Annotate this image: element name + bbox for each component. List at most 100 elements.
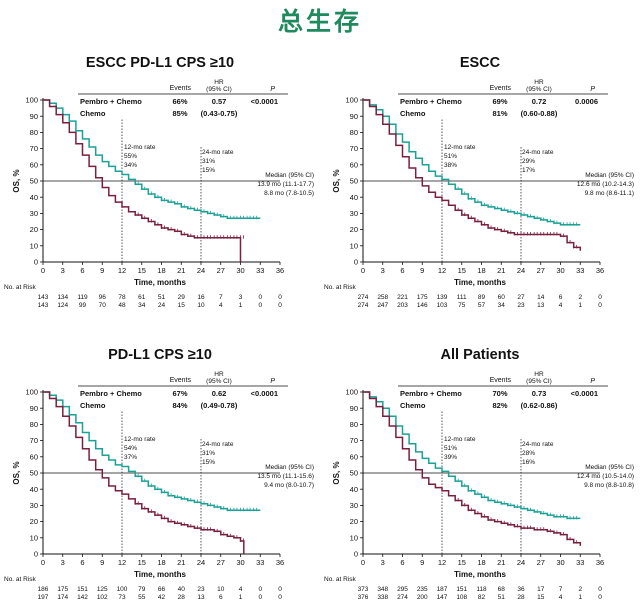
risk-pembro: 36 [517, 586, 525, 593]
km-chart-2: ESCC01020304050607080901000 3 6 9 12 15 18 21 24… [324, 55, 634, 309]
risk-chemo: 0 [258, 302, 262, 309]
risk-pembro: 0 [598, 586, 602, 593]
rate12-label: 12-mo rate [124, 144, 156, 151]
p-value: 0.0006 [575, 97, 598, 106]
hr-header: HR [214, 79, 224, 86]
risk-pembro: 60 [498, 294, 506, 301]
x-tick-label: 0 [41, 266, 45, 275]
x-tick-label: 30 [236, 266, 244, 275]
risk-pembro: 151 [77, 586, 88, 593]
x-tick-label: 27 [537, 558, 545, 567]
risk-pembro: 51 [158, 294, 166, 301]
rate12-pembro: 51% [444, 445, 457, 452]
p-header: P [590, 378, 595, 385]
x-tick-label: 6 [80, 558, 84, 567]
x-axis-title: Time, months [454, 278, 506, 287]
risk-pembro: 258 [377, 294, 388, 301]
ci-header: (95% CI) [206, 378, 232, 385]
x-tick-label: 24 [197, 558, 205, 567]
risk-chemo: 102 [97, 594, 108, 601]
x-tick-label: 21 [497, 266, 505, 275]
hr-header: HR [534, 371, 544, 378]
risk-pembro: 4 [239, 586, 243, 593]
ci-header: (95% CI) [526, 378, 552, 385]
rate12-label: 12-mo rate [444, 436, 476, 443]
rate24-pembro: 29% [522, 158, 535, 165]
risk-chemo: 142 [77, 594, 88, 601]
risk-chemo: 124 [57, 302, 68, 309]
risk-chemo: 82 [478, 594, 486, 601]
risk-pembro: 3 [239, 294, 243, 301]
risk-pembro: 7 [559, 586, 563, 593]
x-tick-label: 9 [420, 558, 424, 567]
legend-label-chemo: Chemo [400, 109, 426, 118]
risk-chemo: 34 [138, 302, 146, 309]
risk-pembro: 0 [278, 586, 282, 593]
risk-pembro: 96 [99, 294, 107, 301]
x-tick-label: 33 [256, 558, 264, 567]
risk-chemo: 0 [598, 594, 602, 601]
p-header: P [270, 86, 275, 93]
x-tick-label: 12 [438, 266, 446, 275]
risk-chemo: 203 [397, 302, 408, 309]
x-tick-label: 6 [80, 266, 84, 275]
hr-value: 0.72 [532, 97, 547, 106]
x-tick-label: 18 [477, 558, 485, 567]
risk-chemo: 147 [437, 594, 448, 601]
p-header: P [590, 86, 595, 93]
hr-value: 0.57 [212, 97, 227, 106]
risk-pembro: 6 [559, 294, 563, 301]
x-tick-label: 0 [41, 558, 45, 567]
y-tick-label: 90 [350, 112, 358, 121]
risk-pembro: 139 [437, 294, 448, 301]
risk-pembro: 2 [578, 586, 582, 593]
risk-pembro: 295 [397, 586, 408, 593]
events-header: Events [170, 377, 192, 384]
x-tick-label: 15 [138, 266, 146, 275]
x-tick-label: 36 [276, 558, 284, 567]
median-pembro: 12.6 mo (10.2-14.3) [577, 181, 634, 188]
rate12-chemo: 39% [444, 454, 457, 461]
hr-value: 0.62 [212, 389, 227, 398]
risk-pembro: 14 [537, 294, 545, 301]
legend-label-pembro: Pembro + Chemo [80, 97, 142, 106]
y-tick-label: 100 [25, 388, 38, 397]
y-axis-title: OS, % [12, 461, 21, 484]
hr-header: HR [214, 371, 224, 378]
hr-header: HR [534, 79, 544, 86]
y-tick-label: 100 [345, 96, 358, 105]
risk-chemo: 143 [38, 302, 49, 309]
risk-pembro: 134 [57, 294, 68, 301]
y-tick-label: 20 [30, 225, 38, 234]
chart-title: All Patients [441, 347, 520, 363]
risk-pembro: 0 [258, 586, 262, 593]
chart-title: PD-L1 CPS ≥10 [108, 347, 212, 363]
rate24-pembro: 28% [522, 450, 535, 457]
rate12-label: 12-mo rate [444, 144, 476, 151]
rate12-chemo: 37% [124, 454, 137, 461]
y-tick-label: 40 [30, 485, 38, 494]
risk-chemo: 13 [537, 302, 545, 309]
y-tick-label: 20 [30, 517, 38, 526]
rate24-chemo: 15% [202, 167, 215, 174]
risk-pembro: 274 [358, 294, 369, 301]
risk-pembro: 0 [278, 294, 282, 301]
risk-chemo: 99 [79, 302, 87, 309]
risk-chemo: 103 [437, 302, 448, 309]
x-tick-label: 9 [100, 558, 104, 567]
risk-chemo: 57 [478, 302, 486, 309]
risk-chemo: 4 [559, 302, 563, 309]
risk-pembro: 29 [178, 294, 186, 301]
x-tick-label: 12 [118, 558, 126, 567]
x-tick-label: 3 [381, 266, 385, 275]
rate24-label: 24-mo rate [522, 149, 554, 156]
chemo-curve [363, 392, 580, 546]
x-tick-label: 12 [438, 558, 446, 567]
risk-chemo: 28 [178, 594, 186, 601]
hr-ci-value: (0.62-0.86) [521, 401, 558, 410]
risk-chemo: 28 [517, 594, 525, 601]
y-axis-title: OS, % [332, 169, 341, 192]
median-label: Median (95% CI) [265, 172, 314, 179]
x-tick-label: 36 [596, 266, 604, 275]
risk-chemo: 0 [278, 594, 282, 601]
